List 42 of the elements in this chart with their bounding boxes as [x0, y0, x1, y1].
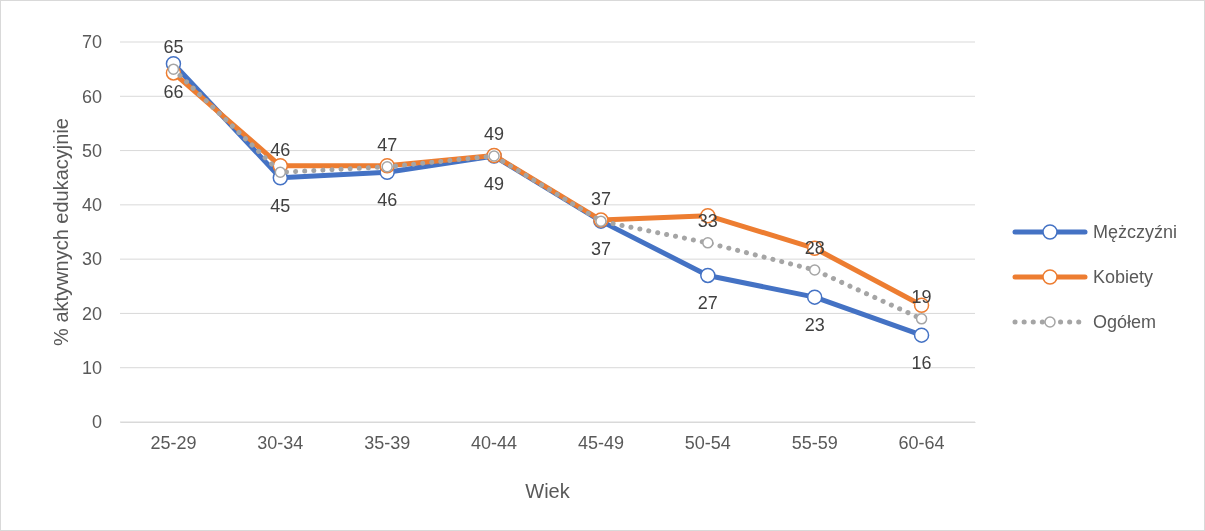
data-label: 65	[163, 37, 184, 58]
data-label: 49	[484, 124, 505, 144]
x-axis-title: Wiek	[525, 480, 571, 502]
x-tick-label: 45-49	[577, 432, 624, 453]
point	[702, 237, 714, 249]
data-label: 16	[911, 353, 932, 374]
y-tick-label: 40	[81, 195, 102, 216]
point	[700, 267, 716, 284]
point	[915, 313, 928, 325]
data-label: 47	[377, 134, 398, 155]
y-tick-label: 30	[81, 249, 102, 270]
data-label: 46	[270, 140, 291, 161]
x-tick-label: 30-34	[257, 432, 304, 453]
point	[913, 327, 930, 343]
data-label: 46	[377, 190, 398, 211]
legend-label: Ogółem	[1093, 312, 1157, 332]
data-label: 23	[804, 315, 825, 336]
y-axis-title: % aktywnych edukacyjnie	[50, 118, 72, 346]
data-label: 45	[270, 195, 291, 216]
legend-label: Kobiety	[1093, 267, 1154, 287]
x-tick-label: 60-64	[898, 432, 945, 453]
y-tick-label: 60	[81, 86, 102, 107]
legend-label: Mężczyźni	[1093, 222, 1178, 242]
data-label: 49	[484, 174, 505, 194]
y-tick-label: 20	[81, 303, 102, 324]
point	[806, 289, 823, 305]
point	[167, 63, 180, 75]
y-tick-label: 50	[81, 140, 102, 161]
x-tick-label: 35-39	[364, 432, 411, 453]
x-tick-label: 50-54	[684, 432, 731, 453]
x-tick-label: 40-44	[471, 432, 518, 453]
data-label: 66	[163, 81, 184, 102]
data-label: 37	[590, 239, 611, 260]
x-tick-label: 55-59	[791, 432, 838, 453]
y-tick-label: 0	[91, 412, 102, 433]
x-tick-label: 25-29	[150, 432, 197, 453]
y-tick-label: 70	[81, 32, 102, 53]
data-label: 27	[697, 293, 718, 314]
y-tick-label: 10	[81, 357, 102, 378]
point	[274, 166, 287, 179]
point	[808, 264, 821, 276]
data-label: 37	[590, 189, 611, 210]
